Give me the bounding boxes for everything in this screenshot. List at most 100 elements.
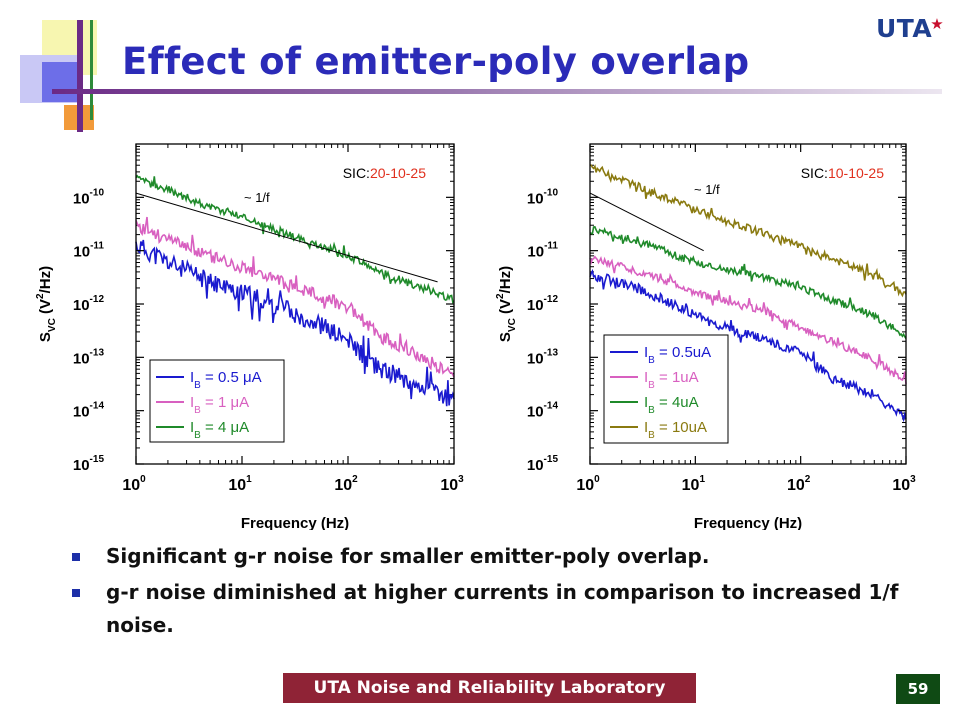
y-label-sub: VC xyxy=(507,318,518,332)
legend-sub: B xyxy=(648,430,655,441)
uta-logo: UTA★ xyxy=(876,14,946,43)
y-tick-exponent: -13 xyxy=(544,347,559,358)
x-tick-base: 10 xyxy=(228,477,246,494)
y-tick-exponent: -14 xyxy=(90,401,105,412)
x-tick-exponent: 3 xyxy=(458,474,464,485)
bullet-list: Significant g-r noise for smaller emitte… xyxy=(70,540,910,645)
y-tick-label: 10-13 xyxy=(527,347,559,367)
y-tick-exponent: -11 xyxy=(544,241,558,252)
y-tick-base: 10 xyxy=(527,457,544,474)
sic-annotation: SIC:20-10-25 xyxy=(343,165,426,181)
x-tick-base: 10 xyxy=(682,477,700,494)
legend-sub: B xyxy=(648,380,655,391)
y-tick-base: 10 xyxy=(73,457,90,474)
x-tick-label: 102 xyxy=(787,474,811,494)
y-tick-label: 10-14 xyxy=(73,401,105,421)
sic-label: SIC: xyxy=(801,165,828,181)
y-tick-base: 10 xyxy=(527,244,544,261)
page-title: Effect of emitter-poly overlap xyxy=(122,40,750,83)
corner-decoration xyxy=(0,0,130,135)
bullet-marker xyxy=(72,553,80,561)
y-tick-base: 10 xyxy=(527,404,544,421)
x-tick-label: 103 xyxy=(440,474,464,494)
legend-sub: B xyxy=(194,380,201,391)
y-tick-label: 10-14 xyxy=(527,401,559,421)
legend-rest: = 1uA xyxy=(655,369,699,386)
y-tick-base: 10 xyxy=(73,190,90,207)
y-label-sup: 2 xyxy=(35,293,46,299)
legend-prefix: I xyxy=(644,369,648,386)
legend-entry: IB = 1uA xyxy=(644,369,699,391)
x-tick-label: 100 xyxy=(122,474,146,494)
y-label-s: S xyxy=(497,332,514,342)
y-tick-base: 10 xyxy=(73,350,90,367)
legend-prefix: I xyxy=(644,394,648,411)
y-tick-label: 10-15 xyxy=(73,454,105,474)
x-tick-label: 103 xyxy=(892,474,916,494)
x-tick-exponent: 0 xyxy=(594,474,600,485)
x-tick-label: 102 xyxy=(334,474,358,494)
deco-vertical-bar-green xyxy=(90,20,93,120)
legend-prefix: I xyxy=(190,419,194,436)
x-tick-exponent: 1 xyxy=(246,474,252,485)
legend-sub: B xyxy=(194,405,201,416)
reference-line-label: ~ 1/f xyxy=(694,182,720,197)
legend-rest: = 4 μA xyxy=(201,419,249,436)
x-tick-base: 10 xyxy=(787,477,805,494)
y-tick-exponent: -12 xyxy=(544,294,559,305)
y-tick-label: 10-11 xyxy=(73,241,104,261)
bullet-marker xyxy=(72,589,80,597)
reference-line xyxy=(589,192,704,252)
x-tick-base: 10 xyxy=(440,477,458,494)
sic-label: SIC: xyxy=(343,165,370,181)
x-tick-label: 101 xyxy=(682,474,706,494)
x-tick-exponent: 2 xyxy=(805,474,811,485)
legend-rest: = 0.5 μA xyxy=(201,369,262,386)
series-line xyxy=(589,164,907,298)
x-tick-base: 10 xyxy=(576,477,594,494)
y-label-s: S xyxy=(37,332,54,342)
series-line xyxy=(589,255,907,385)
y-tick-label: 10-12 xyxy=(527,294,559,314)
legend-entry: IB = 0.5uA xyxy=(644,344,711,366)
bullet-text: Significant g-r noise for smaller emitte… xyxy=(106,544,710,568)
x-tick-label: 101 xyxy=(228,474,252,494)
y-axis-label: SVC (V2/Hz) xyxy=(35,266,58,342)
x-tick-exponent: 0 xyxy=(140,474,146,485)
x-tick-exponent: 1 xyxy=(699,474,705,485)
x-tick-base: 10 xyxy=(334,477,352,494)
series-line xyxy=(135,216,455,378)
deco-blue-block xyxy=(42,62,82,102)
y-tick-label: 10-10 xyxy=(527,187,559,207)
sic-value: 10-10-25 xyxy=(828,165,884,181)
y-tick-base: 10 xyxy=(527,190,544,207)
legend-entry: IB = 0.5 μA xyxy=(190,369,262,391)
x-tick-exponent: 2 xyxy=(352,474,358,485)
x-tick-label: 100 xyxy=(576,474,600,494)
legend-prefix: I xyxy=(190,394,194,411)
legend-sub: B xyxy=(648,405,655,416)
y-tick-label: 10-13 xyxy=(73,347,105,367)
y-tick-exponent: -10 xyxy=(90,187,105,198)
sic-value: 20-10-25 xyxy=(370,165,426,181)
series-line xyxy=(589,226,907,339)
bullet-text: g-r noise diminished at higher currents … xyxy=(106,580,899,637)
y-tick-exponent: -15 xyxy=(90,454,105,465)
y-label-sup: 2 xyxy=(495,293,506,299)
legend-rest: = 1 μA xyxy=(201,394,249,411)
y-tick-exponent: -14 xyxy=(544,401,559,412)
y-label-sub: VC xyxy=(47,318,58,332)
y-tick-exponent: -15 xyxy=(544,454,559,465)
legend-prefix: I xyxy=(644,419,648,436)
y-tick-base: 10 xyxy=(73,404,90,421)
y-label-unit: /Hz) xyxy=(497,266,514,294)
deco-vertical-bar xyxy=(77,20,83,132)
legend-prefix: I xyxy=(190,369,194,386)
legend-sub: B xyxy=(648,355,655,366)
legend-entry: IB = 10uA xyxy=(644,419,707,441)
y-tick-exponent: -11 xyxy=(90,241,104,252)
y-label-unit: /Hz) xyxy=(37,266,54,294)
y-tick-label: 10-15 xyxy=(527,454,559,474)
